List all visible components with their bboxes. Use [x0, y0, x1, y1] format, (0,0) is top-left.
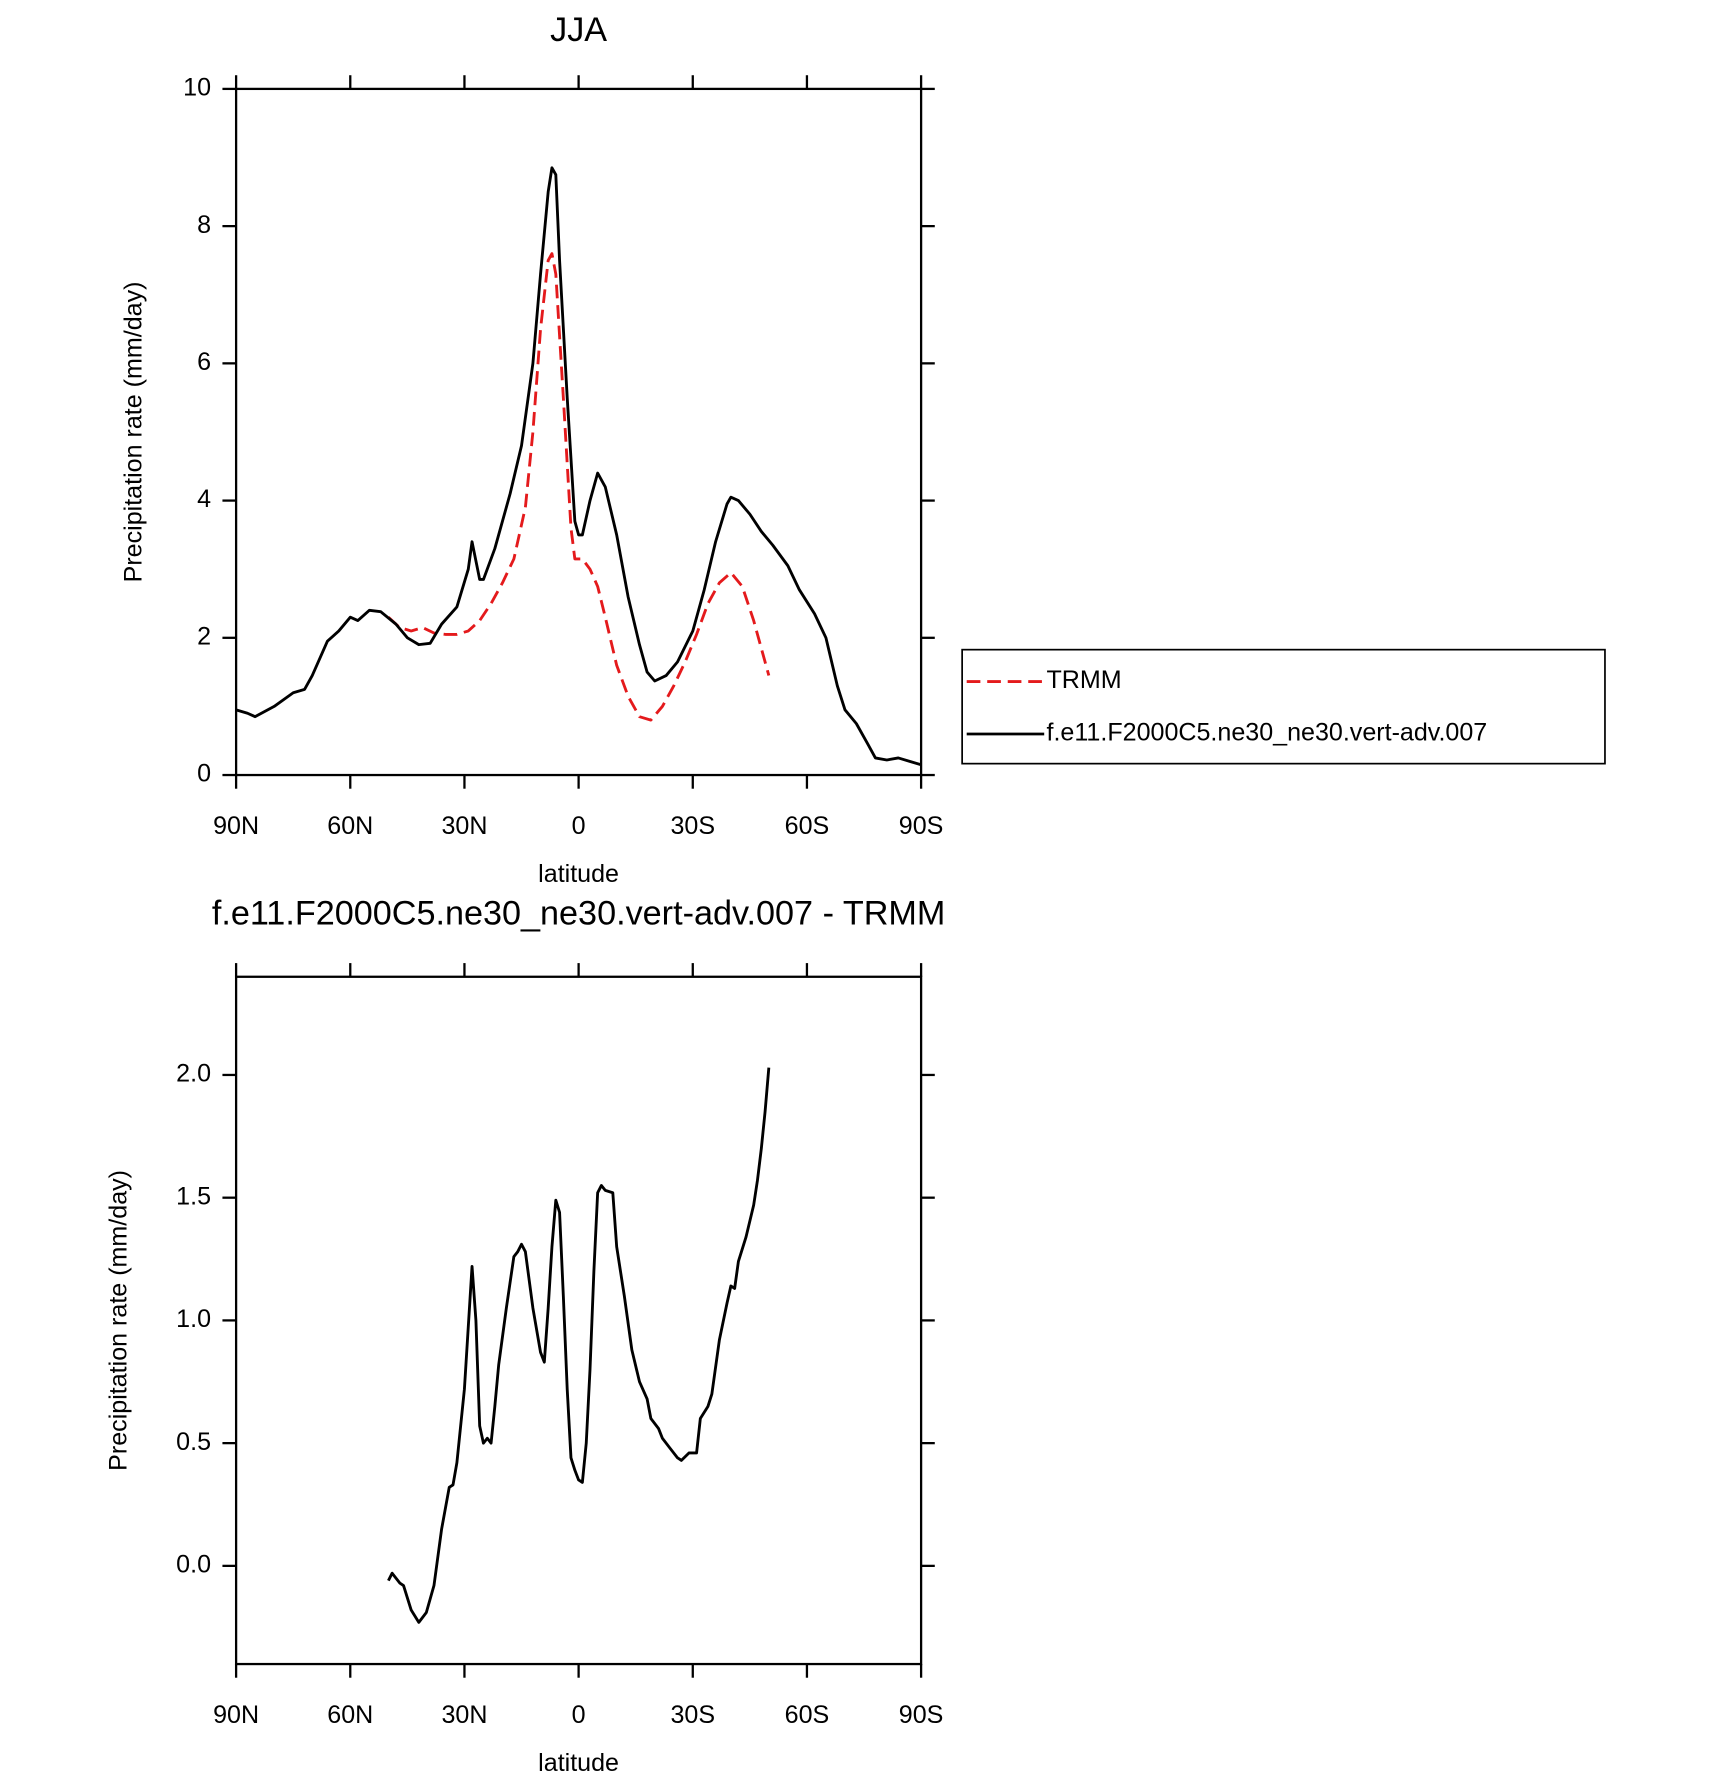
series-line: [235, 166, 922, 767]
plot-frame: [234, 975, 923, 1666]
y-axis-label: Precipitation rate (mm/day): [104, 1170, 132, 1471]
y-tick-label: 0.0: [176, 1550, 211, 1578]
y-tick-label: 1.5: [176, 1182, 211, 1210]
x-tick-label: 90S: [899, 1701, 944, 1729]
y-tick-label: 2: [197, 622, 211, 650]
series-line: [387, 252, 771, 722]
y-tick-label: 10: [183, 74, 211, 102]
x-tick-label: 0: [572, 812, 586, 840]
y-tick-label: 1.0: [176, 1305, 211, 1333]
y-axis-label: Precipitation rate (mm/day): [119, 282, 147, 583]
legend-label: TRMM: [1046, 666, 1121, 694]
x-tick-label: 30S: [670, 1701, 715, 1729]
x-tick-label: 60S: [785, 812, 830, 840]
y-tick-label: 6: [197, 348, 211, 376]
x-tick-label: 90S: [899, 812, 944, 840]
x-axis-label: latitude: [538, 1749, 619, 1777]
x-tick-label: 90N: [213, 1701, 259, 1729]
x-tick-label: 60S: [785, 1701, 830, 1729]
y-tick-label: 0.5: [176, 1428, 211, 1456]
chart-title: JJA: [550, 11, 607, 49]
x-tick-label: 0: [572, 1701, 586, 1729]
x-tick-label: 30N: [441, 1701, 487, 1729]
y-tick-label: 0: [197, 760, 211, 788]
y-tick-label: 8: [197, 211, 211, 239]
x-tick-label: 30N: [441, 812, 487, 840]
y-tick-label: 2.0: [176, 1060, 211, 1088]
plot-frame: [234, 87, 923, 777]
x-axis-label: latitude: [538, 860, 619, 888]
x-tick-label: 30S: [670, 812, 715, 840]
series-line: [387, 1067, 771, 1624]
legend-box: [961, 648, 1606, 765]
chart-title: f.e11.F2000C5.ne30_ne30.vert-adv.007 - T…: [212, 894, 946, 932]
legend-label: f.e11.F2000C5.ne30_ne30.vert-adv.007: [1046, 719, 1487, 747]
x-tick-label: 60N: [327, 1701, 373, 1729]
x-tick-label: 90N: [213, 812, 259, 840]
y-tick-label: 4: [197, 485, 211, 513]
x-tick-label: 60N: [327, 812, 373, 840]
